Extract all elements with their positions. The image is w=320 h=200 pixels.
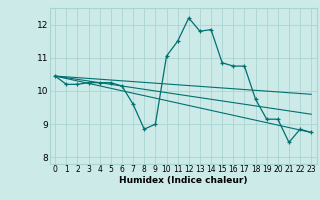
X-axis label: Humidex (Indice chaleur): Humidex (Indice chaleur) bbox=[119, 176, 247, 185]
